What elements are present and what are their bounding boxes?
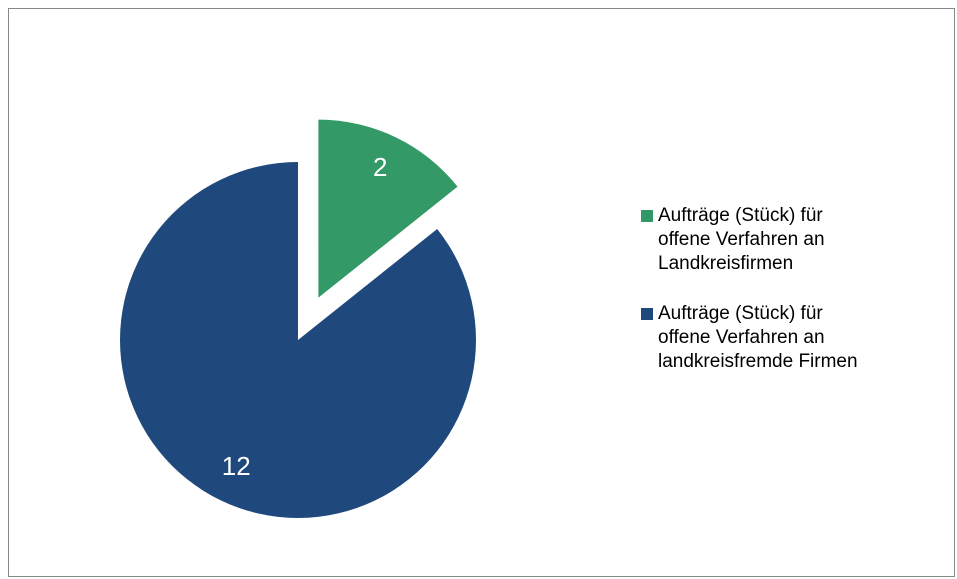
data-label: 12 (222, 451, 251, 481)
legend-item: Aufträge (Stück) für offene Verfahren an… (641, 302, 858, 374)
pie-slice (318, 119, 458, 298)
frame (8, 8, 955, 577)
data-label: 2 (373, 152, 387, 182)
pie-slice (120, 162, 477, 519)
legend-label: Aufträge (Stück) für offene Verfahren an… (658, 205, 825, 274)
legend-swatch (641, 210, 653, 222)
legend-label: Aufträge (Stück) für offene Verfahren an… (658, 303, 858, 372)
legend-swatch (641, 308, 653, 320)
legend-item: Aufträge (Stück) für offene Verfahren an… (641, 204, 825, 276)
